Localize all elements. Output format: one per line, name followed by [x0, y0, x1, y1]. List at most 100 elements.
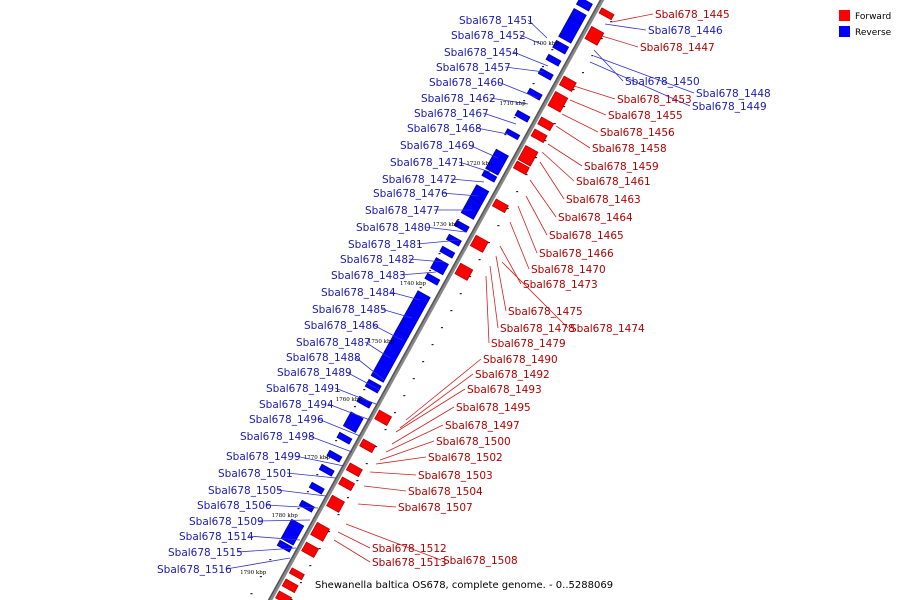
- reverse-label-connector: [346, 371, 381, 391]
- small-feature: [382, 355, 385, 357]
- forward-label-connector: [489, 265, 499, 329]
- forward-label-connector: [501, 261, 569, 329]
- forward-gene-label: Sbal678_1459: [584, 161, 659, 173]
- small-feature: [534, 157, 537, 159]
- reverse-label-connector: [469, 144, 499, 159]
- reverse-label-connector: [335, 387, 377, 405]
- forward-label-connector: [345, 523, 442, 561]
- forward-gene-label: Sbal678_1464: [558, 212, 633, 224]
- forward-label-connector: [357, 503, 397, 508]
- tick-label: 1760 kbp: [336, 397, 363, 403]
- small-feature: [572, 89, 575, 91]
- forward-label-connector: [385, 424, 444, 453]
- reverse-gene: [430, 257, 449, 276]
- forward-gene-label: Sbal678_1473: [523, 279, 598, 291]
- reverse-label-connector: [373, 324, 403, 341]
- forward-label-connector: [391, 406, 455, 445]
- small-feature: [422, 361, 425, 363]
- reverse-gene-label: Sbal678_1446: [648, 25, 723, 37]
- reverse-gene-label: Sbal678_1472: [382, 174, 457, 186]
- small-feature: [419, 287, 422, 289]
- reverse-gene-label: Sbal678_1476: [373, 188, 448, 200]
- reverse-label-connector: [248, 535, 301, 541]
- reverse-gene-label: Sbal678_1501: [218, 468, 293, 480]
- reverse-gene-label: Sbal678_1496: [249, 414, 324, 426]
- tick-label: 1730 kbp: [433, 222, 460, 228]
- forward-gene: [374, 409, 393, 426]
- forward-gene: [338, 476, 356, 492]
- reverse-gene-label: Sbal678_1462: [421, 93, 496, 105]
- small-feature: [346, 497, 349, 499]
- reverse-gene-label: Sbal678_1454: [444, 47, 519, 59]
- reverse-gene: [318, 463, 335, 477]
- reverse-gene-label: Sbal678_1487: [296, 337, 371, 349]
- forward-gene-label: Sbal678_1475: [508, 306, 583, 318]
- forward-gene-label: Sbal678_1479: [491, 338, 566, 350]
- forward-gene-label: Sbal678_1478: [500, 323, 575, 335]
- forward-label-connector: [611, 13, 654, 23]
- small-feature: [431, 344, 434, 346]
- small-feature: [544, 140, 547, 142]
- small-feature: [375, 446, 378, 448]
- small-feature: [440, 327, 443, 329]
- small-feature: [328, 531, 331, 533]
- forward-gene-label: Sbal678_1466: [539, 248, 614, 260]
- reverse-gene-label: Sbal678_1515: [168, 547, 243, 559]
- reverse-gene-label: Sbal678_1450: [625, 76, 700, 88]
- reverse-label-connector: [604, 23, 647, 31]
- reverse-gene-label: Sbal678_1506: [197, 500, 272, 512]
- reverse-gene-label: Sbal678_1452: [451, 30, 526, 42]
- reverse-gene-label: Sbal678_1509: [189, 516, 264, 528]
- reverse-gene: [336, 431, 353, 445]
- reverse-gene: [453, 219, 470, 233]
- small-feature: [525, 174, 528, 176]
- forward-label-connector: [337, 531, 371, 549]
- small-feature: [365, 463, 368, 465]
- small-feature: [259, 576, 262, 578]
- forward-label-connector: [561, 113, 599, 133]
- forward-gene-label: Sbal678_1508: [443, 555, 518, 567]
- small-feature: [344, 423, 347, 425]
- tick-label: 1750 kbp: [368, 339, 395, 345]
- forward-gene-label: Sbal678_1495: [456, 402, 531, 414]
- reverse-gene: [558, 16, 582, 44]
- reverse-gene-label: Sbal678_1491: [266, 383, 341, 395]
- legend-reverse-label: Reverse: [855, 28, 892, 38]
- small-feature: [391, 338, 394, 340]
- reverse-label-connector: [277, 489, 327, 497]
- tick-label: 1710 kbp: [500, 101, 527, 107]
- reverse-gene-label: Sbal678_1481: [348, 239, 423, 251]
- forward-gene: [517, 145, 539, 167]
- small-feature: [306, 491, 309, 493]
- forward-gene-label: Sbal678_1513: [372, 557, 447, 569]
- reverse-gene-label: Sbal678_1468: [407, 123, 482, 135]
- genome-backbone-edge: [267, 0, 602, 600]
- forward-gene: [326, 494, 345, 513]
- reverse-gene: [514, 109, 531, 123]
- forward-gene: [288, 567, 305, 581]
- forward-label-connector: [363, 485, 407, 492]
- reverse-label-connector: [451, 178, 485, 183]
- reverse-label-connector: [490, 97, 529, 105]
- small-feature: [532, 83, 535, 85]
- reverse-label-connector: [442, 192, 479, 197]
- small-feature: [297, 508, 300, 510]
- reverse-gene: [370, 329, 409, 383]
- forward-gene-label: Sbal678_1502: [428, 452, 503, 464]
- forward-gene-label: Sbal678_1447: [640, 42, 715, 54]
- small-feature: [516, 191, 519, 193]
- forward-gene: [359, 438, 377, 454]
- reverse-label-connector: [266, 504, 319, 509]
- small-feature: [504, 134, 507, 136]
- reverse-gene-label: Sbal678_1483: [331, 270, 406, 282]
- reverse-label-connector: [295, 455, 345, 467]
- reverse-label-connector: [593, 55, 695, 94]
- reverse-label-connector: [513, 51, 549, 67]
- reverse-gene-label: Sbal678_1516: [157, 564, 232, 576]
- forward-label-connector: [399, 373, 474, 429]
- reverse-label-connector: [328, 403, 371, 421]
- legend-reverse-swatch: [839, 26, 850, 37]
- small-feature: [363, 389, 366, 391]
- forward-label-connector: [405, 358, 482, 421]
